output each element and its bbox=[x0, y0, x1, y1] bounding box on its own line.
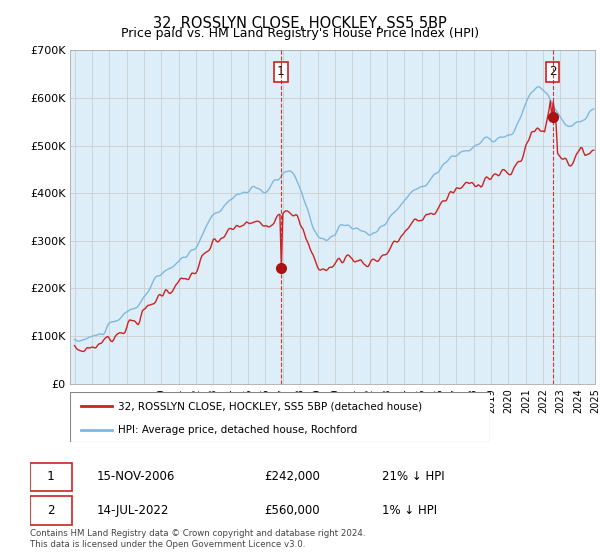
Text: Price paid vs. HM Land Registry's House Price Index (HPI): Price paid vs. HM Land Registry's House … bbox=[121, 27, 479, 40]
Text: £242,000: £242,000 bbox=[265, 470, 320, 483]
Text: 32, ROSSLYN CLOSE, HOCKLEY, SS5 5BP (detached house): 32, ROSSLYN CLOSE, HOCKLEY, SS5 5BP (det… bbox=[119, 401, 422, 411]
Text: 21% ↓ HPI: 21% ↓ HPI bbox=[382, 470, 444, 483]
Text: 1: 1 bbox=[277, 66, 284, 78]
Text: 32, ROSSLYN CLOSE, HOCKLEY, SS5 5BP: 32, ROSSLYN CLOSE, HOCKLEY, SS5 5BP bbox=[153, 16, 447, 31]
Text: 2: 2 bbox=[47, 503, 55, 517]
FancyBboxPatch shape bbox=[70, 392, 490, 442]
Text: Contains HM Land Registry data © Crown copyright and database right 2024.
This d: Contains HM Land Registry data © Crown c… bbox=[30, 529, 365, 549]
FancyBboxPatch shape bbox=[30, 496, 72, 525]
Text: 14-JUL-2022: 14-JUL-2022 bbox=[97, 503, 169, 517]
Text: £560,000: £560,000 bbox=[265, 503, 320, 517]
Text: 1: 1 bbox=[47, 470, 55, 483]
Text: 1% ↓ HPI: 1% ↓ HPI bbox=[382, 503, 437, 517]
Text: 15-NOV-2006: 15-NOV-2006 bbox=[97, 470, 175, 483]
Text: HPI: Average price, detached house, Rochford: HPI: Average price, detached house, Roch… bbox=[119, 425, 358, 435]
Text: 2: 2 bbox=[549, 66, 556, 78]
FancyBboxPatch shape bbox=[30, 463, 72, 491]
